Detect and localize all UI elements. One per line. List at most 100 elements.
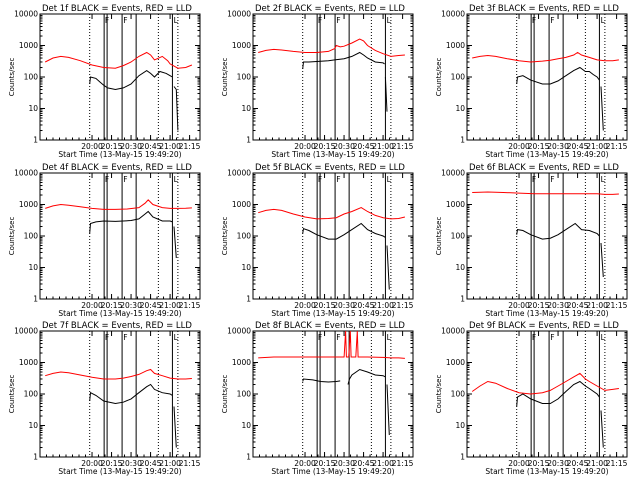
- flag-label: L: [601, 333, 606, 342]
- x-tick-label: 20:15: [101, 301, 123, 310]
- y-tick-label: 1000: [19, 200, 38, 209]
- y-tick-label: 100: [451, 232, 466, 241]
- y-tick-label: 10: [455, 263, 465, 272]
- x-tick-label: 20:30: [120, 301, 142, 310]
- events-tail-line: [600, 242, 604, 278]
- panel-7: Det 7f BLACK = Events, RED = LLD 1 10 100 10…: [8, 321, 201, 476]
- y-tick-label: 10000: [441, 10, 465, 19]
- flag-label: F: [532, 333, 536, 342]
- x-tick-label: 20:00: [508, 459, 530, 468]
- y-axis-label: Counts/sec: [221, 217, 229, 256]
- panel-9: Det 9f BLACK = Events, RED = LLD 1 10 100 10…: [435, 321, 628, 476]
- panel-4: Det 4f BLACK = Events, RED = LLD 1 10 100 10…: [8, 163, 201, 318]
- y-tick-label: 1: [33, 295, 38, 304]
- y-tick-label: 1: [246, 453, 251, 462]
- flag-label: F: [550, 333, 554, 342]
- y-tick-label: 100: [237, 73, 252, 82]
- y-tick-label: 10000: [441, 327, 465, 336]
- lld-series-line: [45, 368, 192, 380]
- y-axis-label: Counts/sec: [221, 375, 229, 414]
- y-tick-label: 10000: [441, 169, 465, 178]
- y-tick-label: 10000: [14, 327, 38, 336]
- y-axis-label: Counts/sec: [221, 58, 229, 97]
- x-axis-label: Start Time (13-May-15 19:49:20): [58, 467, 181, 476]
- lld-series-line: [45, 199, 192, 210]
- x-axis-label: Start Time (13-May-15 19:49:20): [485, 467, 608, 476]
- x-tick-label: 21:15: [606, 301, 628, 310]
- y-tick-label: 10000: [227, 10, 251, 19]
- events-series-line: [302, 222, 386, 240]
- x-tick-label: 20:15: [314, 142, 336, 151]
- x-tick-label: 21:15: [392, 301, 414, 310]
- lld-series-line: [258, 330, 405, 359]
- y-tick-label: 10: [28, 263, 38, 272]
- flag-label: F: [336, 175, 340, 184]
- y-axis-label: Counts/sec: [435, 58, 443, 97]
- y-tick-label: 1000: [446, 200, 465, 209]
- events-series-line: [516, 66, 600, 85]
- y-tick-label: 100: [237, 232, 252, 241]
- flag-label: L: [601, 16, 606, 25]
- x-tick-label: 20:45: [140, 459, 162, 468]
- flag-label: F: [105, 333, 109, 342]
- events-series-line: [302, 378, 341, 383]
- panel-title: Det 5f BLACK = Events, RED = LLD: [255, 163, 405, 173]
- events-series-line: [89, 383, 173, 405]
- x-tick-label: 21:00: [586, 301, 608, 310]
- panel-5: Det 5f BLACK = Events, RED = LLD 1 10 100 10…: [221, 163, 414, 318]
- flag-label: F: [123, 16, 127, 25]
- panel-title: Det 2f BLACK = Events, RED = LLD: [255, 4, 405, 14]
- events-series-line: [302, 51, 385, 70]
- y-tick-label: 1: [33, 453, 38, 462]
- y-tick-label: 10: [455, 104, 465, 113]
- y-tick-label: 1000: [232, 358, 251, 367]
- y-tick-label: 1000: [19, 41, 38, 50]
- events-series-line: [516, 380, 600, 407]
- x-tick-label: 21:15: [392, 459, 414, 468]
- flag-label: F: [123, 333, 127, 342]
- x-tick-label: 21:15: [179, 459, 201, 468]
- lld-series-line: [258, 207, 406, 220]
- y-tick-label: 1: [246, 295, 251, 304]
- x-tick-label: 20:00: [294, 142, 316, 151]
- x-tick-label: 21:15: [606, 459, 628, 468]
- y-tick-label: 1000: [446, 41, 465, 50]
- x-tick-label: 20:30: [120, 142, 142, 151]
- x-tick-label: 21:15: [179, 301, 201, 310]
- x-tick-label: 20:45: [353, 301, 375, 310]
- x-tick-label: 20:45: [140, 142, 162, 151]
- y-tick-label: 1000: [232, 41, 251, 50]
- x-tick-label: 20:15: [101, 459, 123, 468]
- x-tick-label: 20:00: [81, 142, 103, 151]
- y-tick-label: 10: [241, 104, 251, 113]
- events-tail-line: [173, 86, 179, 131]
- flag-label: F: [318, 175, 322, 184]
- x-tick-label: 20:15: [528, 301, 550, 310]
- panel-title: Det 4f BLACK = Events, RED = LLD: [42, 163, 192, 173]
- y-tick-label: 10: [28, 421, 38, 430]
- x-tick-label: 20:00: [81, 459, 103, 468]
- panel-title: Det 6f BLACK = Events, RED = LLD: [469, 163, 619, 173]
- flag-label: F: [550, 16, 554, 25]
- y-tick-label: 1000: [232, 200, 251, 209]
- x-tick-label: 20:30: [333, 459, 355, 468]
- lld-series-line: [472, 191, 619, 195]
- flag-label: F: [123, 175, 127, 184]
- plot-frame: [252, 13, 414, 141]
- flag-label: L: [387, 16, 392, 25]
- plot-frame: [39, 13, 201, 141]
- events-tail-line: [173, 406, 177, 448]
- x-tick-label: 20:30: [547, 142, 569, 151]
- x-tick-label: 21:00: [586, 459, 608, 468]
- x-tick-label: 20:45: [353, 459, 375, 468]
- events-tail-line: [600, 410, 604, 448]
- x-tick-label: 20:45: [567, 301, 589, 310]
- y-axis-label: Counts/sec: [435, 375, 443, 414]
- y-tick-label: 10000: [227, 169, 251, 178]
- y-tick-label: 10000: [14, 169, 38, 178]
- panel-title: Det 8f BLACK = Events, RED = LLD: [255, 321, 405, 331]
- events-series-line: [89, 210, 173, 234]
- x-tick-label: 20:00: [294, 301, 316, 310]
- x-tick-label: 20:15: [314, 459, 336, 468]
